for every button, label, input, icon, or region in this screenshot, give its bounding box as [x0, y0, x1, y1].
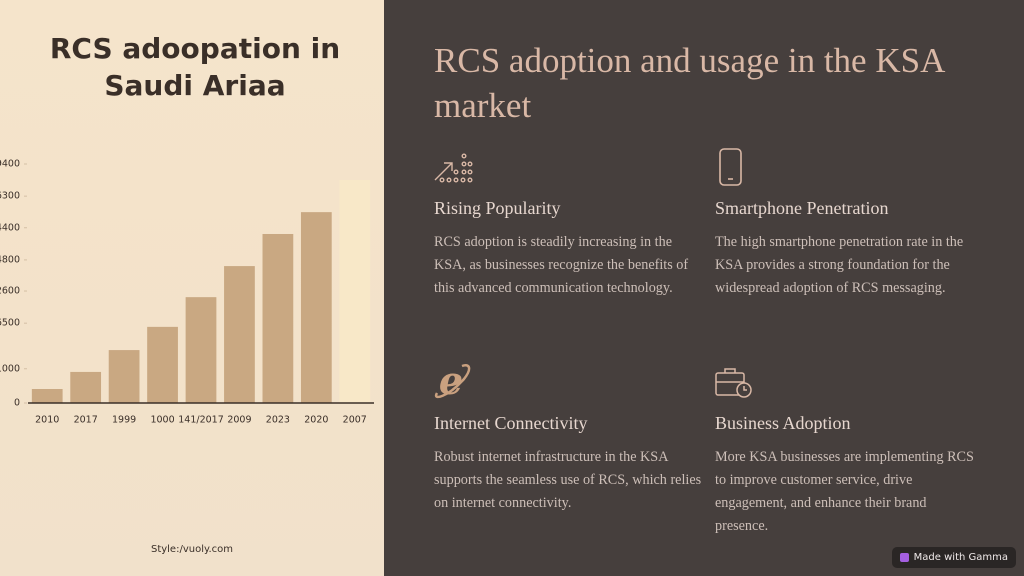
- card-title: Smartphone Penetration: [715, 198, 889, 218]
- bar: [262, 233, 294, 403]
- icon: [719, 148, 742, 186]
- heading: RCS adoption and usage in the KSA market: [434, 41, 944, 125]
- icon: [434, 153, 473, 183]
- x-tick-label: 141/2017: [178, 415, 224, 426]
- bar: [70, 371, 102, 403]
- y-tick-label: 4800: [0, 254, 20, 265]
- y-tick-label: 2600: [0, 286, 20, 297]
- bar: [108, 350, 140, 403]
- card-body: More KSA businesses are implementing RCS…: [715, 449, 974, 534]
- y-tick-label: 0: [14, 398, 20, 409]
- card-body: Robust internet infrastructure in the KS…: [434, 449, 702, 511]
- bar: [31, 389, 63, 403]
- chart: 0 1000 6500 2600 4800 4400 6300 9400 2010 2017 199…: [0, 159, 374, 426]
- bar: [185, 297, 217, 403]
- card-title: Internet Connectivity: [434, 413, 588, 433]
- icon: [715, 368, 752, 398]
- card-body: RCS adoption is steadily increasing in t…: [434, 234, 689, 296]
- x-tick-label: 2009: [227, 415, 251, 426]
- y-tick-label: 6500: [0, 318, 20, 329]
- icon: e: [434, 363, 471, 401]
- bar: [300, 212, 332, 403]
- image-title: RCS adoopation in Saudi Ariaa: [49, 32, 341, 102]
- y-tick-label: 4400: [0, 222, 20, 233]
- card: Business Adoption More KSA businesses ar…: [715, 363, 983, 538]
- y-tick-label: 1000: [0, 363, 20, 374]
- badge-text: Made with Gamma: [913, 552, 1008, 563]
- x-tick-label: 1999: [112, 415, 136, 426]
- image-panel: RCS adoopation in Saudi Ariaa 0 1000 6500 2…: [0, 0, 384, 576]
- bar: [147, 326, 178, 403]
- card-title: Business Adoption: [715, 413, 851, 433]
- card: Smartphone Penetration The high smartpho…: [715, 148, 983, 300]
- x-tick-label: 2010: [35, 415, 59, 426]
- y-tick-label: 6300: [0, 191, 20, 202]
- card-body: The high smartphone penetration rate in …: [715, 234, 964, 296]
- card: e Internet Connectivity Robust internet …: [434, 363, 702, 515]
- image-footer: Style:/vuoly.com: [150, 544, 234, 555]
- bar: [224, 266, 255, 403]
- content-panel: RCS adoption and usage in the KSA market…: [384, 0, 1024, 576]
- card-title: Rising Popularity: [434, 198, 561, 218]
- x-tick-label: 2017: [74, 415, 98, 426]
- x-tick-label: 2023: [266, 415, 290, 426]
- badge[interactable]: Made with Gamma: [891, 547, 1016, 568]
- y-tick-label: 9400: [0, 159, 20, 170]
- x-tick-label: 2007: [343, 415, 367, 426]
- x-tick-label: 2020: [304, 415, 328, 426]
- card: Rising Popularity RCS adoption is steadi…: [434, 148, 702, 300]
- x-tick-label: 1000: [150, 415, 174, 426]
- bar: [339, 180, 371, 403]
